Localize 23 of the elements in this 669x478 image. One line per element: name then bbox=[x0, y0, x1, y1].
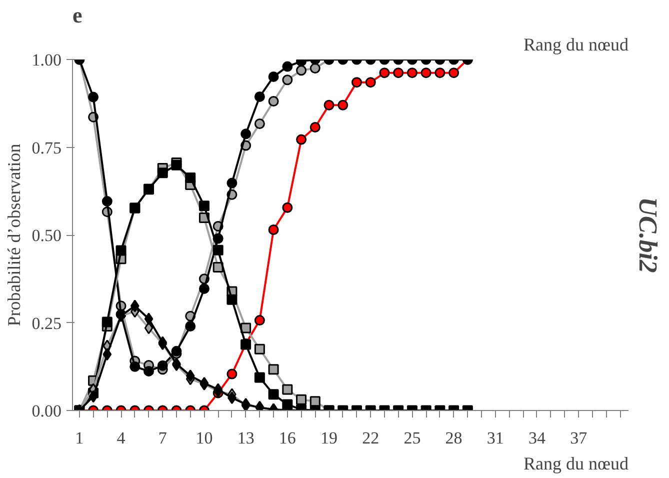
x-tick-label: 7 bbox=[158, 428, 168, 448]
x-tick-label: 37 bbox=[570, 428, 588, 448]
x-tick-label: 13 bbox=[237, 428, 254, 448]
x-tick-label: 19 bbox=[320, 428, 338, 448]
y-axis-title: Probabilité d’observation bbox=[4, 144, 24, 326]
x-tick-label: 4 bbox=[116, 428, 126, 448]
x-tick-label: 16 bbox=[278, 428, 296, 448]
x-axis-title: Rang du nœud bbox=[524, 454, 629, 474]
y-tick-label: 0.50 bbox=[32, 226, 62, 245]
x-tick-label: 34 bbox=[528, 428, 546, 448]
y-tick-label: 0.75 bbox=[32, 138, 62, 158]
x-tick-label: 22 bbox=[362, 428, 380, 448]
text: UC.bi2 bbox=[634, 197, 662, 273]
x-tick-label: 10 bbox=[196, 428, 213, 448]
chart-title: e bbox=[72, 2, 82, 28]
x-tick-label: 1 bbox=[75, 428, 84, 448]
x-tick-label: 28 bbox=[445, 428, 462, 448]
x-tick-label: 25 bbox=[404, 428, 421, 448]
text: Rang du nœud bbox=[524, 34, 629, 54]
y-tick-label: 1.00 bbox=[32, 50, 62, 70]
x-tick-label: 31 bbox=[486, 428, 504, 448]
y-tick-label: 0.00 bbox=[32, 402, 62, 420]
y-tick-label: 0.25 bbox=[32, 314, 62, 333]
